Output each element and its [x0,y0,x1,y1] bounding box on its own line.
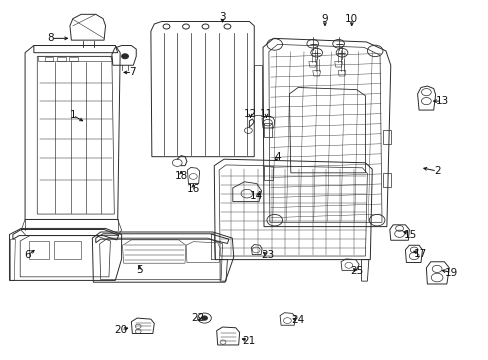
Text: 4: 4 [274,152,281,162]
Text: 9: 9 [321,14,327,24]
Text: 14: 14 [249,191,262,201]
Text: 6: 6 [24,250,31,260]
Circle shape [122,54,128,59]
Text: 22: 22 [191,313,204,323]
Text: 13: 13 [434,96,447,106]
Text: 8: 8 [47,33,54,43]
Text: 2: 2 [433,166,440,176]
Text: 24: 24 [291,315,304,325]
Text: 12: 12 [243,109,257,119]
Text: 23: 23 [261,250,274,260]
Text: 21: 21 [241,336,255,346]
Text: 17: 17 [412,248,426,258]
Text: 5: 5 [136,265,142,275]
Text: 3: 3 [219,12,225,22]
Text: 19: 19 [444,267,457,278]
Text: 18: 18 [174,171,187,181]
Text: 11: 11 [259,109,272,119]
Text: 10: 10 [345,14,358,24]
Text: 1: 1 [69,111,76,121]
Text: 20: 20 [114,325,127,335]
Text: 25: 25 [349,266,363,276]
Text: 7: 7 [129,67,135,77]
Circle shape [201,316,207,320]
Text: 15: 15 [403,230,416,239]
Text: 16: 16 [186,184,200,194]
